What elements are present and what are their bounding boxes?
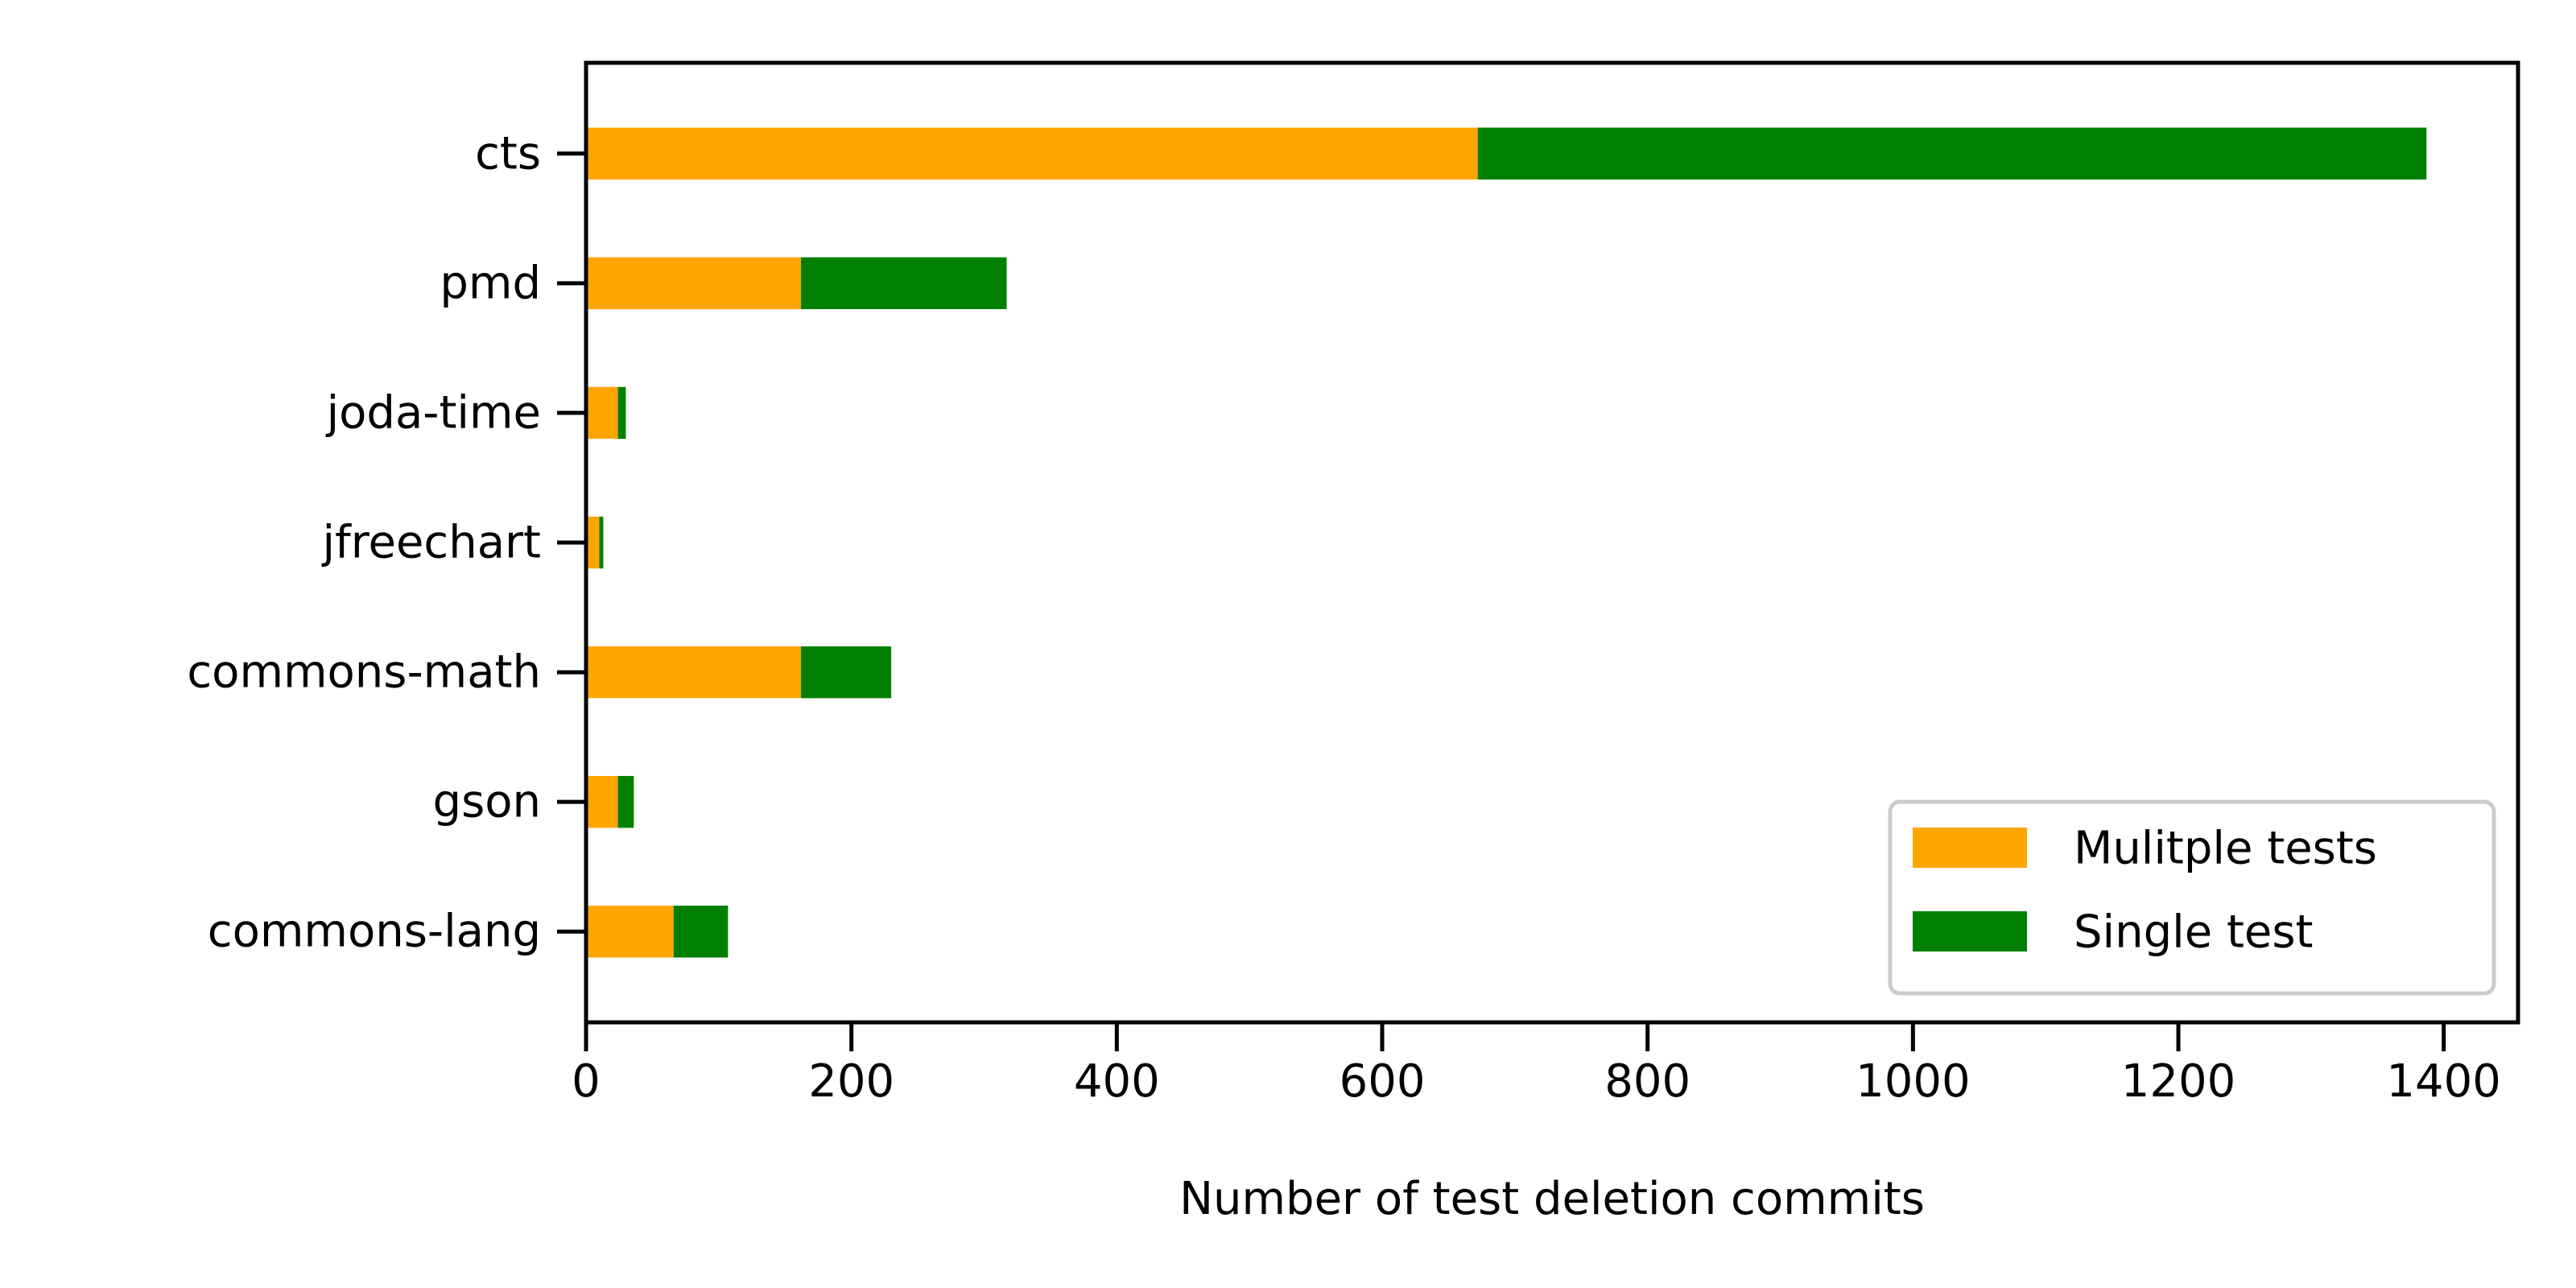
x-tick-label: 600 [1340,1055,1426,1108]
legend-box [1888,799,2496,996]
bar-pmd-single-test [801,257,1007,310]
legend-label-single-test: Single test [2074,906,2314,959]
x-tick-label: 1200 [2121,1055,2236,1108]
bar-joda-time-single-test [617,386,626,440]
y-axis-ticks: cts pmd joda-time jfreechart commons-math gso… [187,127,586,958]
x-tick-label: 1000 [1856,1055,1971,1108]
bar-gson-single-test [617,775,634,828]
x-tick-label: 0 [572,1055,601,1108]
bar-commons-math-single-test [801,646,892,699]
y-tick-label: cts [475,127,541,180]
y-tick-label: gson [433,776,541,828]
bar-commons-math-multiple-tests [586,646,802,699]
bar-gson-multiple-tests [586,775,618,828]
bar-commons-lang-single-test [673,906,729,958]
bar-cts-single-test [1477,127,2427,180]
y-tick-label: joda-time [325,386,541,439]
y-tick-label: commons-math [187,646,541,699]
legend: Mulitple tests Single test [1888,799,2496,996]
plot-frame [584,60,2520,1025]
bar-jfreechart-multiple-tests [586,516,600,569]
bar-cts-multiple-tests [586,127,1478,180]
x-tick-label: 1400 [2386,1055,2501,1108]
bar-joda-time-multiple-tests [586,386,618,440]
bar-pmd-multiple-tests [586,257,802,310]
legend-label-multiple-tests: Mulitple tests [2074,823,2377,875]
x-axis-ticks: 0 200 400 600 800 1000 1200 1400 [572,1022,2501,1108]
x-tick-label: 400 [1074,1055,1160,1108]
bars-layer [586,127,2427,958]
x-axis-label: Number of test deletion commits [1179,1173,1925,1225]
y-tick-label: jfreechart [320,517,541,569]
legend-swatch-multiple-tests [1913,828,2027,868]
x-tick-label: 200 [808,1055,894,1108]
bar-commons-lang-multiple-tests [586,906,674,958]
y-tick-label: pmd [440,257,541,309]
legend-swatch-single-test [1913,911,2027,952]
bar-jfreechart-single-test [599,516,604,569]
x-tick-label: 800 [1604,1055,1690,1108]
y-tick-label: commons-lang [208,906,541,958]
